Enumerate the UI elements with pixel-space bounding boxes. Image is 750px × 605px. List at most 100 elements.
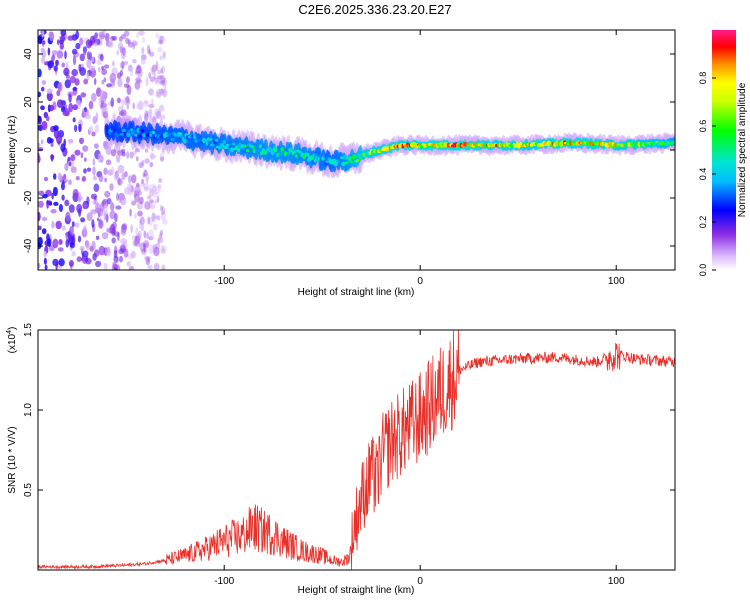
snr-multiplier-prefix: (x10 (7, 333, 18, 353)
spectrogram-noise-blob (162, 51, 166, 60)
snr-multiplier: (x104) (6, 327, 18, 354)
spectrogram-ridge-core (242, 144, 247, 148)
spectrogram-noise-blob (53, 65, 58, 72)
spectrogram-noise-blob (146, 195, 152, 200)
spectrogram-noise-blob (95, 112, 99, 122)
spectrogram-noise-blob (64, 50, 67, 60)
spectrogram-ridge-core (286, 152, 291, 156)
spectrogram-noise-blob (152, 243, 158, 253)
spectrogram-noise-blob (99, 90, 106, 100)
spectrogram-noise-blob (136, 103, 141, 110)
spectrogram-noise-blob (43, 250, 47, 258)
spectrogram-noise-blob (148, 104, 155, 108)
spectrogram-ridge-core (671, 140, 675, 144)
snr-xtick-label: -100 (214, 576, 234, 587)
spectrogram-noise-blob (68, 179, 72, 185)
spectrogram-noise-blob (146, 44, 151, 54)
spectrogram-noise-blob (40, 47, 45, 53)
spectrogram-noise-blob (105, 248, 112, 257)
spectrogram-noise-blob (144, 148, 149, 153)
colorbar-label: Normalized spectral amplitude (737, 82, 748, 217)
spectrogram-noise-blob (158, 178, 163, 183)
spectrogram-noise-blob (62, 110, 70, 117)
spectrogram-xtick-label: 0 (417, 276, 423, 287)
spectrogram-noise-blob (156, 196, 160, 203)
spectrogram-noise-blob (136, 201, 143, 210)
spectrogram-noise-blob (50, 209, 57, 214)
spectrogram-noise-blob (102, 232, 109, 240)
spectrogram-noise-blob (49, 138, 54, 143)
spectrogram-noise-blob (78, 123, 82, 133)
spectrogram-noise-blob (38, 211, 41, 222)
spectrogram-noise-blob (141, 54, 147, 61)
spectrogram-ridge-core (152, 130, 156, 135)
spectrogram-noise-blob (148, 187, 152, 198)
spectrogram-noise-blob (153, 262, 160, 270)
spectrogram-noise-blob (157, 69, 162, 75)
spectrogram-ridge-core (198, 135, 203, 140)
spectrogram-ridge-core (321, 156, 325, 161)
spectrogram-noise-blob (158, 232, 163, 240)
spectrogram-noise-blob (160, 35, 163, 45)
spectrogram-noise-blob (88, 100, 94, 110)
spectrogram-noise-blob (123, 83, 130, 88)
spectrogram-ridge-core (141, 129, 145, 133)
spectrogram-noise-blob (149, 199, 155, 204)
spectrogram-noise-blob (79, 37, 84, 46)
colorbar-tick-label: 0.4 (698, 168, 708, 181)
spectrogram-noise-blob (67, 35, 74, 41)
spectrogram-noise-blob (144, 255, 149, 262)
spectrogram-noise-blob (156, 215, 161, 221)
spectrogram-noise-blob (126, 76, 130, 84)
spectrogram-noise-blob (61, 194, 65, 201)
spectrogram-noise-blob (116, 192, 119, 201)
spectrogram-noise-blob (60, 35, 66, 42)
spectrogram-noise-blob (68, 138, 74, 144)
spectrogram-noise-blob (161, 88, 168, 98)
spectrogram-ridge-core (144, 129, 148, 133)
spectrogram-noise-blob (131, 235, 136, 240)
snr-ytick-label: 1.5 (23, 323, 34, 337)
spectrogram-noise-blob (148, 229, 155, 239)
spectrogram-noise-blob (161, 245, 168, 251)
spectrogram-noise-blob (46, 200, 52, 205)
spectrogram-noise-blob (65, 211, 71, 222)
spectrogram-noise-blob (163, 84, 167, 90)
spectrogram-noise-blob (138, 162, 144, 169)
spectrogram-noise-blob (150, 154, 157, 159)
spectrogram-ridge-core (274, 147, 278, 153)
spectrogram-noise-blob (72, 86, 78, 91)
spectrogram-noise-blob (95, 202, 101, 213)
spectrogram-noise-blob (69, 226, 74, 235)
spectrogram-noise-blob (157, 238, 161, 245)
spectrogram-noise-blob (94, 249, 100, 257)
spectrogram-noise-blob (92, 158, 96, 166)
spectrogram-noise-blob (137, 64, 141, 71)
spectrogram-noise-blob (85, 242, 90, 250)
spectrogram-noise-blob (132, 239, 138, 247)
spectrogram-noise-blob (44, 264, 48, 270)
spectrogram-noise-blob (159, 152, 165, 162)
spectrogram-noise-blob (52, 186, 58, 197)
spectrogram-noise-blob (113, 266, 118, 270)
spectrogram-ytick-label: -20 (23, 190, 34, 205)
spectrogram-noise-blob (103, 140, 107, 147)
spectrogram-noise-blob (135, 32, 140, 38)
spectrogram-noise-blob (142, 36, 145, 43)
spectrogram-noise-blob (156, 110, 162, 119)
spectrogram-noise-blob (113, 255, 119, 263)
spectrogram-noise-blob (105, 213, 109, 223)
spectrogram-noise-blob (41, 228, 47, 235)
spectrogram-noise-blob (85, 257, 92, 265)
figure-title: C2E6.2025.336.23.20.E27 (298, 2, 451, 17)
spectrogram-ridge-core (294, 154, 298, 158)
spectrogram-noise-blob (38, 200, 44, 208)
spectrogram-noise-blob (119, 255, 123, 263)
spectrogram-ridge-core (332, 158, 336, 162)
spectrogram-noise-blob (43, 257, 47, 265)
spectrogram-noise-blob (155, 32, 160, 39)
spectrogram-noise-blob (137, 79, 143, 84)
spectrogram-noise-blob (125, 95, 130, 104)
spectrogram-noise-blob (146, 257, 150, 263)
